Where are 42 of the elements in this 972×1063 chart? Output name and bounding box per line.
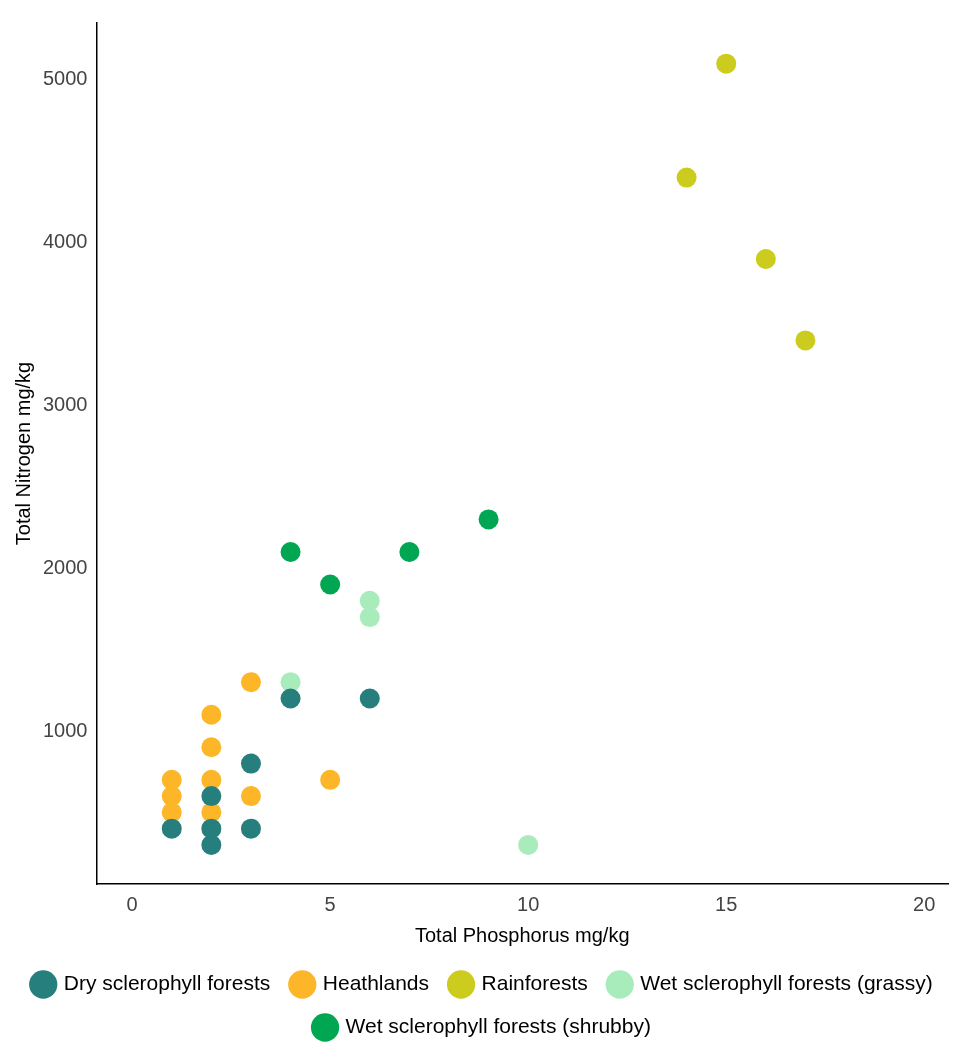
x-tick-label: 20 [913, 892, 936, 915]
point [240, 672, 261, 693]
legend-label: Heathlands [322, 971, 430, 995]
point [478, 509, 499, 530]
point [795, 330, 816, 351]
point [280, 688, 301, 709]
point [320, 769, 341, 790]
legend-label: Dry sclerophyll forests [63, 971, 271, 995]
y-tick-label: 3000 [42, 393, 88, 415]
legend-label: Rainforests [481, 971, 588, 995]
y-tick-label: 5000 [42, 67, 88, 90]
point [201, 834, 222, 855]
point [359, 590, 380, 611]
x-tick-label: 5 [324, 892, 336, 915]
y-axis-title: Total Nitrogen mg/kg [11, 361, 34, 546]
point [280, 541, 301, 562]
point [359, 607, 380, 628]
point [161, 818, 182, 839]
point [161, 786, 182, 807]
point [320, 574, 341, 595]
point [359, 688, 380, 709]
x-tick-label: 10 [517, 892, 540, 915]
y-tick-label: 4000 [42, 230, 88, 253]
y-tick-label: 1000 [42, 718, 88, 741]
point [518, 834, 539, 855]
point [676, 167, 697, 188]
y-tick-label: 2000 [42, 555, 88, 578]
point [201, 769, 222, 790]
legend-label: Wet sclerophyll forests (shrubby) [345, 1014, 651, 1038]
point [240, 753, 261, 774]
x-tick-label: 15 [715, 892, 738, 915]
point [240, 818, 261, 839]
point [716, 53, 737, 74]
point [755, 249, 776, 269]
point [201, 786, 222, 807]
x-tick-label: 0 [126, 892, 138, 915]
point [201, 737, 222, 758]
point [240, 786, 261, 807]
legend-label: Wet sclerophyll forests (grassy) [640, 971, 933, 995]
point [399, 541, 420, 562]
x-axis-title: Total Phosphorus mg/kg [414, 923, 630, 946]
point [201, 704, 222, 725]
